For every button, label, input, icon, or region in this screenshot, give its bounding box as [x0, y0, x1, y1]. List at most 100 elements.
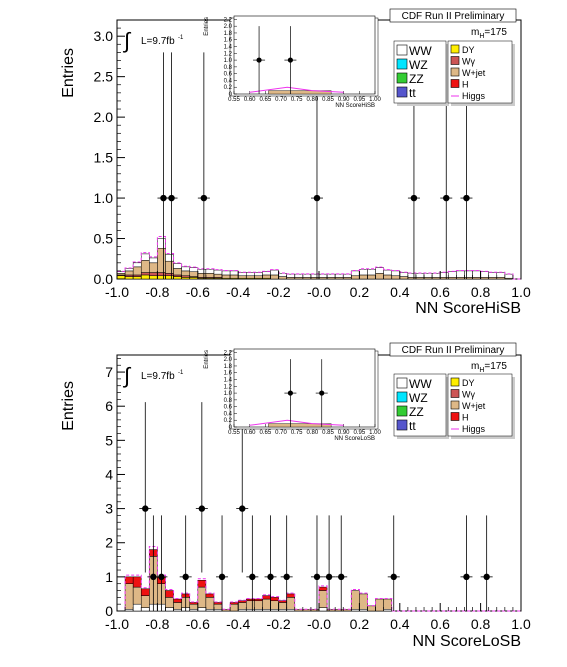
bar-ww-12: [213, 269, 223, 275]
top-inset-frame: [233, 15, 376, 95]
legend-label-w: Wγ: [462, 390, 475, 400]
top-y-ticks: 0.0 0.5 1.0 1.5 2.0 2.5 3.0: [94, 19, 125, 287]
bar-h-14: [229, 602, 239, 605]
bar-ww-16: [246, 272, 255, 277]
bar-ww-33: [383, 269, 392, 276]
inset-x-tick-label-3: 0.70: [275, 430, 287, 436]
bar-ww-20: [278, 609, 287, 612]
bar-wjet-2: [132, 586, 142, 605]
bar-h-6: [165, 590, 174, 598]
inset-y-tick-label-2: 0.4: [224, 78, 233, 84]
bar-ww-45: [480, 271, 489, 278]
data-point-12: [338, 573, 345, 581]
inset-x-tick-label-9: 1.00: [369, 97, 381, 103]
inset-x-tick-label-7: 0.90: [338, 430, 350, 436]
x-tick-label-2: -0.6: [186, 616, 210, 632]
bar-wjet-17: [254, 275, 263, 279]
top-title-box: [389, 8, 517, 23]
y-tick-label-1: 1: [105, 569, 113, 585]
bar-wjet-31: [367, 274, 376, 280]
legend-swatch-wz: [396, 391, 408, 403]
legend-label-ww: WW: [409, 377, 432, 391]
bar-h-21: [286, 593, 296, 598]
bar-ww-2: [132, 262, 142, 268]
legend-label-zz: ZZ: [409, 72, 424, 86]
inset-x-tick-label-5: 0.80: [306, 97, 318, 103]
top-mass-label: mH=175: [471, 27, 507, 40]
bar-wjet-10: [197, 273, 207, 278]
data-point-4: [410, 194, 418, 202]
bar-wjet-7: [173, 602, 182, 610]
inset-data-point-1: [287, 57, 293, 63]
x-tick-label-5: -0.0: [307, 616, 331, 632]
bar-ww-17: [254, 272, 263, 277]
bar-wjet-21: [286, 597, 296, 610]
legend-swatch-zz: [396, 72, 408, 84]
bar-ww-30: [359, 609, 368, 612]
y-tick-label-4: 4: [105, 466, 113, 482]
bar-ww-3: [140, 253, 150, 261]
data-point-10: [313, 573, 321, 581]
inset-y-tick-label-5: 1.0: [224, 58, 233, 64]
bar-ww-25: [318, 273, 328, 278]
bar-dy-7: [173, 276, 182, 280]
inset-data-point-1: [319, 390, 325, 396]
bar-wjet-31: [367, 605, 376, 612]
inset-y-tick-label-5: 1.0: [224, 391, 233, 397]
bar-ww-1: [124, 609, 134, 612]
bar-w-6: [165, 273, 174, 277]
bar-ww-13: [221, 270, 231, 276]
bar-ww-29: [351, 609, 360, 612]
inset-y-tick-label-6: 1.2: [224, 51, 233, 57]
bar-w-3: [140, 272, 150, 276]
bottom-x-ticks: -1.0 -0.8 -0.6 -0.4 -0.2 -0.0 0.2 0.4 0.6 0.8 1.0: [105, 603, 531, 632]
inset-data-point-0: [287, 390, 293, 396]
bar-h-16: [246, 598, 255, 602]
bar-wjet-15: [237, 275, 247, 279]
inset-x-tick-label-6: 0.85: [322, 430, 334, 436]
x-tick-label-5: -0.0: [307, 284, 331, 300]
inset-y-tick-label-1: 0.2: [224, 418, 233, 424]
data-point-9: [283, 573, 290, 581]
bar-wjet-9: [189, 271, 199, 277]
top-inset: 00.20.40.60.81.01.21.41.61.82.02.2 0.55 0.…: [204, 15, 381, 109]
inset-x-tick-label-8: 0.95: [353, 97, 365, 103]
legend-label-h: H: [462, 80, 469, 90]
legend-label-zz: ZZ: [409, 405, 424, 419]
legend-label-dy: DY: [462, 378, 475, 388]
inset-x-tick-label-9: 1.00: [369, 430, 381, 436]
inset-y-tick-label-7: 1.4: [224, 378, 233, 384]
bar-ww-4: [149, 257, 158, 264]
bottom-title: CDF Run II Preliminary: [402, 345, 505, 356]
inset-y-tick-label-0: 0: [229, 92, 233, 98]
bottom-mass-label: mH=175: [471, 361, 507, 374]
bottom-x-axis-label: NN ScoreLoSB: [413, 633, 522, 650]
bar-ww-33: [383, 609, 392, 612]
bar-wjet-8: [181, 270, 190, 277]
inset-y-tick-label-8: 1.6: [224, 38, 233, 44]
bar-wjet-30: [359, 593, 368, 610]
inset-x-tick-label-0: 0.55: [228, 430, 240, 436]
legend-swatch-w: [450, 56, 460, 65]
bar-wjet-20: [278, 276, 287, 280]
data-point-8: [267, 573, 274, 581]
legend-swatch-w: [450, 389, 460, 398]
bar-wjet-35: [399, 276, 409, 280]
bar-ww-3: [140, 607, 150, 612]
bar-ww-7: [173, 263, 182, 269]
bar-h-19: [270, 597, 279, 602]
data-point-3: [313, 194, 321, 202]
bar-ww-34: [391, 270, 401, 277]
bar-ww-29: [351, 270, 360, 277]
top-panel: 0.0 0.5 1.0 1.5 2.0 2.5 3.0 -1.0 -0.8 -0.6 -0.4 -0…: [60, 8, 531, 317]
x-tick-label-8: 0.6: [430, 284, 450, 300]
top-y-axis-label: Entries: [60, 48, 77, 98]
x-tick-label-3: -0.4: [226, 616, 250, 632]
bar-wjet-1: [124, 583, 134, 610]
bar-wjet-34: [391, 275, 401, 280]
bar-ww-20: [278, 273, 287, 277]
bar-ww-44: [472, 270, 481, 278]
inset-y-tick-label-10: 2.0: [224, 24, 233, 30]
inset-y-tick-label-1: 0.2: [224, 85, 233, 91]
inset-x-tick-label-3: 0.70: [275, 97, 287, 103]
